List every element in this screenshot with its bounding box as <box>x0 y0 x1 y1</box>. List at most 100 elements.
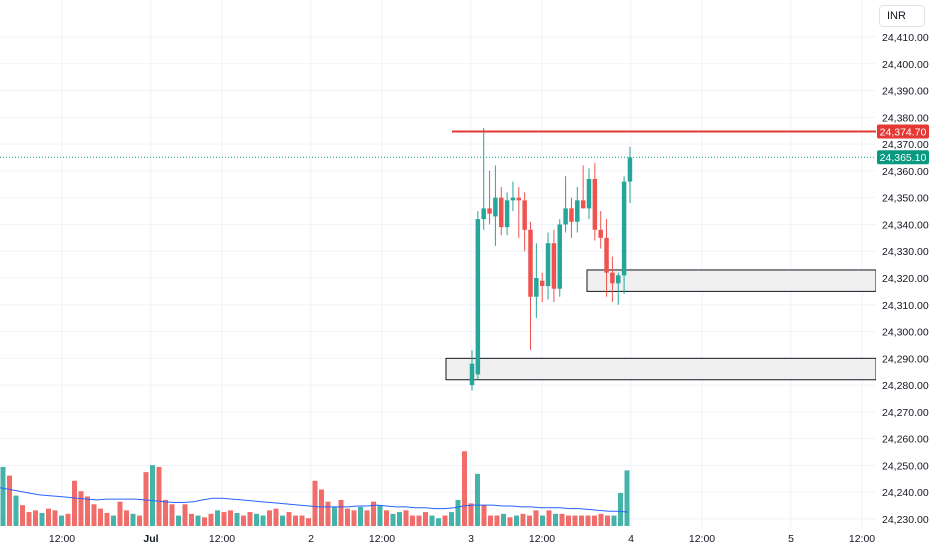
volume-bar <box>228 510 233 526</box>
volume-bar <box>358 506 363 526</box>
candle-body <box>522 200 527 230</box>
volume-bar <box>221 512 227 526</box>
demand-zone <box>445 357 877 381</box>
candle-body <box>469 363 475 386</box>
volume-bar <box>182 504 188 526</box>
volume-bar <box>254 513 259 526</box>
candle-body <box>575 200 580 222</box>
candle-body <box>493 197 498 217</box>
volume-bar <box>598 513 604 526</box>
volume-bar <box>592 515 597 526</box>
volume-bar <box>241 515 246 526</box>
volume-bar <box>104 512 110 526</box>
volume-bar <box>429 515 435 526</box>
candle-body <box>481 208 486 220</box>
volume-bar <box>384 510 389 526</box>
volume-bar <box>143 472 149 526</box>
resistance-price-tag-background <box>877 124 929 139</box>
volume-bar <box>202 517 207 526</box>
volume-bar <box>234 512 240 526</box>
price-tick-label: 24,300.00 <box>882 327 929 339</box>
volume-bar <box>559 513 565 526</box>
volume-bar <box>319 489 324 526</box>
volume-bar <box>533 510 539 526</box>
candle-body <box>586 178 592 209</box>
candle-body <box>539 280 545 287</box>
candle-body <box>592 178 598 230</box>
candle-body <box>551 243 557 289</box>
volume-bar <box>7 475 12 526</box>
volume-bar <box>156 466 162 526</box>
price-axis[interactable]: 24,410.00 24,400.00 24,390.00 24,380.00 24,3… <box>877 32 929 526</box>
volume-bar <box>442 515 448 526</box>
volume-bar <box>215 510 220 526</box>
volume-bar <box>390 513 396 526</box>
volume-bar <box>572 515 578 526</box>
volume-bar <box>540 515 545 526</box>
volume-bar <box>351 510 357 526</box>
volume-bar <box>78 491 84 526</box>
volume-bar <box>488 515 493 526</box>
volume-bar <box>475 473 480 526</box>
price-tick-label: 24,370.00 <box>882 139 929 151</box>
candle-body <box>487 208 492 214</box>
volume-bar <box>0 466 6 526</box>
volume-bar <box>59 515 64 526</box>
volume-bar <box>553 513 558 526</box>
volume-bar <box>514 515 519 526</box>
volume-bar <box>117 501 123 526</box>
volume-bar <box>345 508 350 526</box>
candle-body <box>504 200 510 228</box>
volume-bar <box>189 513 194 526</box>
volume-bar <box>397 512 402 526</box>
volume-bar <box>111 515 116 526</box>
candle-body <box>604 237 609 273</box>
time-tick-label: 12:00 <box>689 533 715 545</box>
volume-bar <box>85 496 90 526</box>
volume-bar <box>293 515 298 526</box>
volume-bar <box>195 515 201 526</box>
price-tick-label: 24,360.00 <box>882 166 929 178</box>
volume-bar <box>618 492 623 526</box>
time-tick-label: 12:00 <box>369 533 395 545</box>
candle-body <box>621 181 627 276</box>
volume-bar <box>377 505 383 526</box>
candle-body <box>616 275 621 284</box>
price-tick-label: 24,410.00 <box>882 32 929 44</box>
volume-bar <box>481 505 487 526</box>
volume-bar <box>299 515 305 526</box>
volume-bar <box>52 510 58 526</box>
price-tick-label: 24,380.00 <box>882 112 929 124</box>
time-tick-label: 12:00 <box>209 533 235 545</box>
volume-bar <box>501 513 506 526</box>
volume-bar <box>280 515 285 526</box>
volume-bar <box>98 508 103 526</box>
volume-bar <box>332 506 337 526</box>
volume-bar <box>260 515 266 526</box>
volume-bar <box>566 515 571 526</box>
candle-body <box>627 157 633 182</box>
currency-label[interactable]: INR <box>879 5 925 27</box>
volume-bar <box>494 515 500 526</box>
volume-bar <box>306 518 311 526</box>
candle-body <box>598 229 603 238</box>
candle-body <box>545 243 551 287</box>
time-axis[interactable]: 12:00 Jul 12:00 2 12:00 3 12:00 4 12:00 5 12:00 <box>49 533 875 545</box>
volume-bar <box>169 504 175 526</box>
volume-bar <box>579 515 584 526</box>
candle-body <box>580 200 586 209</box>
resistance-price-tag: 24,374.70 <box>880 127 927 139</box>
candle-body <box>610 272 615 284</box>
volume-bar <box>585 515 591 526</box>
volume-bar <box>312 480 318 526</box>
volume-bar <box>605 515 610 526</box>
last-price-tag: 24,365.10 <box>880 152 927 164</box>
price-tick-label: 24,310.00 <box>882 300 929 312</box>
volume-bar <box>137 515 142 526</box>
volume-moving-average <box>0 487 629 513</box>
volume-bars <box>0 451 630 526</box>
volume-bar <box>423 512 428 526</box>
volume-bar <box>611 515 617 526</box>
time-tick-label: Jul <box>143 533 158 545</box>
